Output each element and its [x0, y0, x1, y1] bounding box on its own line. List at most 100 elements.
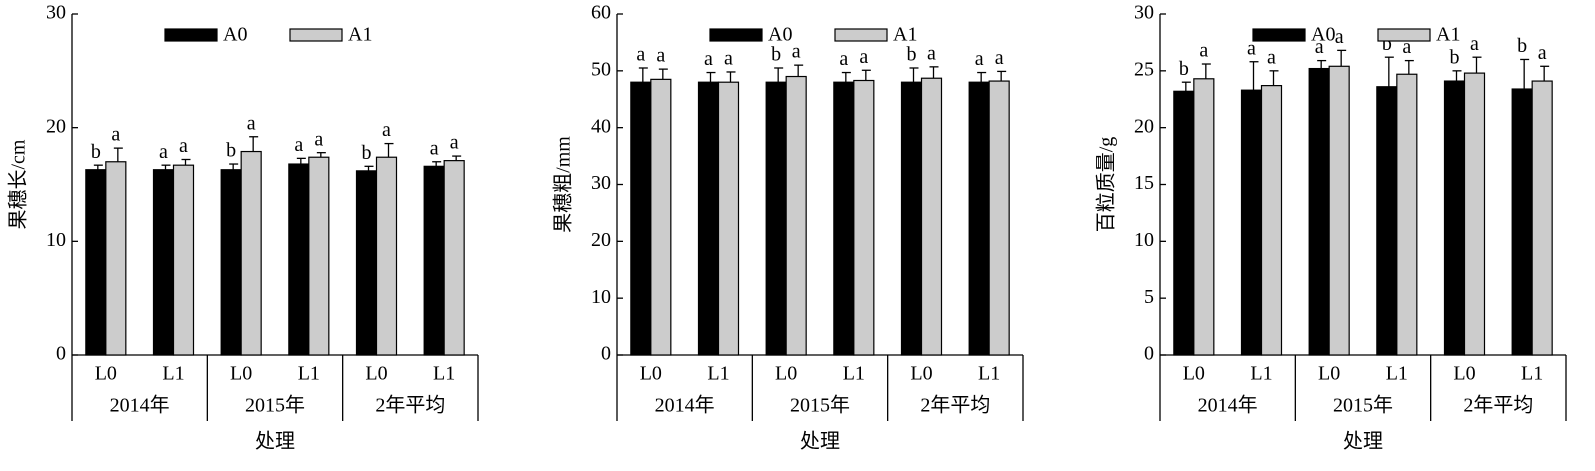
- legend-label: A1: [1436, 24, 1460, 46]
- bar: [968, 81, 990, 356]
- significance-letter: a: [382, 119, 391, 141]
- x-tick-label: L1: [707, 363, 729, 385]
- bar: [765, 81, 787, 356]
- bar: [1193, 78, 1215, 356]
- significance-letter: b: [1179, 58, 1189, 80]
- x-tick-label: L1: [1250, 363, 1272, 385]
- significance-letter: a: [995, 47, 1004, 69]
- significance-letter: a: [927, 42, 936, 64]
- y-tick-label: 30: [46, 2, 66, 24]
- significance-letter: a: [294, 134, 303, 156]
- bar: [1396, 73, 1418, 356]
- bar: [697, 81, 720, 356]
- x-tick-label: L1: [298, 363, 320, 385]
- bar: [1308, 67, 1330, 356]
- x-tick-label: L0: [1183, 363, 1205, 385]
- bar: [85, 169, 107, 356]
- x-tick-label: L1: [1386, 363, 1408, 385]
- significance-letter: a: [724, 48, 733, 70]
- significance-letter: a: [859, 46, 868, 68]
- bar: [1443, 80, 1466, 356]
- y-tick-label: 15: [1134, 172, 1154, 194]
- bar: [220, 169, 242, 356]
- bar: [240, 150, 262, 356]
- x-tick-label: L0: [910, 363, 932, 385]
- legend-swatch: [1377, 28, 1431, 42]
- x-tick-label: L1: [978, 363, 1000, 385]
- legend-swatch: [289, 28, 343, 42]
- bar: [1173, 90, 1195, 356]
- significance-letter: b: [771, 44, 781, 66]
- y-tick-label: 0: [1144, 343, 1154, 365]
- legend-swatch: [164, 28, 218, 42]
- group-label: 2015年: [790, 394, 850, 417]
- significance-letter: a: [1402, 36, 1411, 58]
- group-label: 2014年: [1198, 394, 1258, 417]
- x-tick-label: L1: [1521, 363, 1543, 385]
- bar: [375, 156, 398, 356]
- bar: [853, 79, 875, 356]
- x-axis-label: 处理: [800, 430, 840, 453]
- bar: [152, 169, 175, 356]
- significance-letter: a: [975, 48, 984, 70]
- y-axis-label: 果穗长/cm: [7, 139, 30, 229]
- y-tick-label: 20: [591, 229, 611, 251]
- bar: [355, 170, 378, 356]
- x-tick-label: L0: [95, 363, 117, 385]
- y-tick-label: 5: [1144, 286, 1154, 308]
- significance-letter: b: [907, 44, 917, 66]
- bar: [717, 81, 740, 356]
- x-tick-label: L0: [230, 363, 252, 385]
- significance-letter: a: [159, 141, 168, 163]
- y-tick-label: 20: [1134, 115, 1154, 137]
- bar: [920, 77, 943, 356]
- bar: [1511, 88, 1533, 356]
- group-label: 2年平均: [920, 394, 990, 417]
- significance-letter: a: [636, 44, 645, 66]
- x-tick-label: L0: [775, 363, 797, 385]
- bar: [988, 80, 1010, 356]
- significance-letter: a: [1247, 37, 1256, 59]
- significance-letter: b: [226, 140, 236, 162]
- significance-letter: a: [111, 124, 120, 146]
- y-tick-label: 30: [1134, 2, 1154, 24]
- significance-letter: a: [704, 48, 713, 70]
- group-label: 2015年: [245, 394, 305, 417]
- significance-letter: a: [792, 41, 801, 63]
- x-axis-label: 处理: [1343, 430, 1383, 453]
- y-tick-label: 10: [1134, 229, 1154, 251]
- x-tick-label: L1: [162, 363, 184, 385]
- y-axis-label: 百粒质量/g: [1095, 137, 1118, 233]
- y-tick-label: 30: [591, 172, 611, 194]
- y-tick-label: 60: [591, 2, 611, 24]
- bar: [1376, 86, 1398, 356]
- legend-swatch: [709, 28, 763, 42]
- x-tick-label: L0: [640, 363, 662, 385]
- bar: [443, 160, 465, 356]
- x-tick-label: L1: [843, 363, 865, 385]
- y-tick-label: 0: [56, 343, 66, 365]
- bar: [1531, 80, 1553, 356]
- bar: [308, 156, 330, 356]
- bar: [288, 163, 310, 356]
- y-axis-label: 果穗粗/mm: [552, 136, 575, 233]
- legend-label: A0: [223, 24, 247, 46]
- significance-letter: a: [1335, 26, 1344, 48]
- legend-swatch: [1252, 28, 1306, 42]
- bar: [630, 81, 652, 356]
- significance-letter: b: [1517, 35, 1527, 57]
- significance-letter: a: [1470, 33, 1479, 55]
- significance-letter: a: [1267, 46, 1276, 68]
- group-label: 2年平均: [375, 394, 445, 417]
- x-axis-label: 处理: [255, 430, 295, 453]
- legend-label: A0: [1311, 24, 1335, 46]
- significance-letter: b: [362, 142, 372, 164]
- legend-label: A1: [348, 24, 372, 46]
- bar: [172, 164, 195, 356]
- y-tick-label: 10: [591, 286, 611, 308]
- significance-letter: b: [91, 141, 101, 163]
- bar: [900, 81, 923, 356]
- x-tick-label: L0: [1453, 363, 1475, 385]
